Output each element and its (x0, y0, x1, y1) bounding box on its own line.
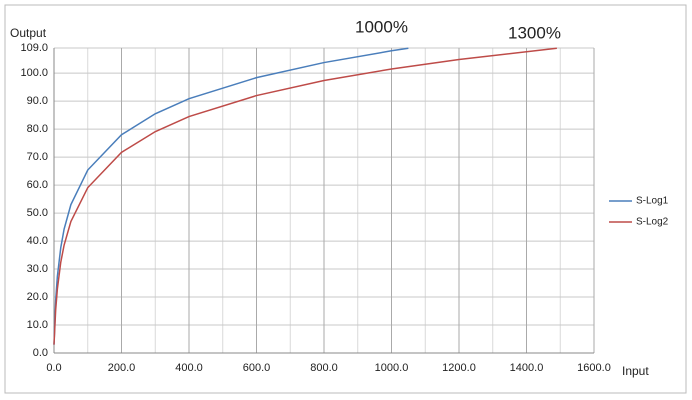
x-tick-label: 600.0 (243, 362, 271, 374)
x-axis-title: Input (622, 364, 649, 378)
x-tick-label: 1000.0 (375, 362, 409, 374)
y-tick-label: 109.0 (20, 42, 48, 54)
legend-label: S-Log2 (636, 217, 669, 228)
y-tick-label: 0.0 (33, 347, 48, 359)
chart-border (4, 4, 687, 394)
y-tick-label: 100.0 (20, 67, 48, 79)
y-tick-label: 50.0 (27, 207, 48, 219)
x-tick-label: 800.0 (310, 362, 338, 374)
x-tick-label: 400.0 (175, 362, 203, 374)
series-line (53, 47, 557, 345)
series-line (53, 47, 409, 345)
annotation: 1300% (508, 23, 561, 42)
x-tick-label: 1400.0 (510, 362, 544, 374)
y-axis-title: Output (10, 26, 47, 40)
y-tick-label: 60.0 (27, 179, 48, 191)
x-tick-label: 200.0 (108, 362, 136, 374)
y-tick-label: 10.0 (27, 319, 48, 331)
y-tick-label: 20.0 (27, 291, 48, 303)
y-tick-label: 40.0 (27, 235, 48, 247)
y-tick-label: 30.0 (27, 263, 48, 275)
x-tick-label: 1600.0 (577, 362, 611, 374)
legend-label: S-Log1 (636, 196, 669, 207)
y-tick-label: 90.0 (27, 95, 48, 107)
y-tick-label: 80.0 (27, 123, 48, 135)
y-tick-label: 70.0 (27, 151, 48, 163)
x-tick-label: 0.0 (46, 362, 61, 374)
annotation: 1000% (355, 17, 408, 36)
x-tick-label: 1200.0 (442, 362, 476, 374)
